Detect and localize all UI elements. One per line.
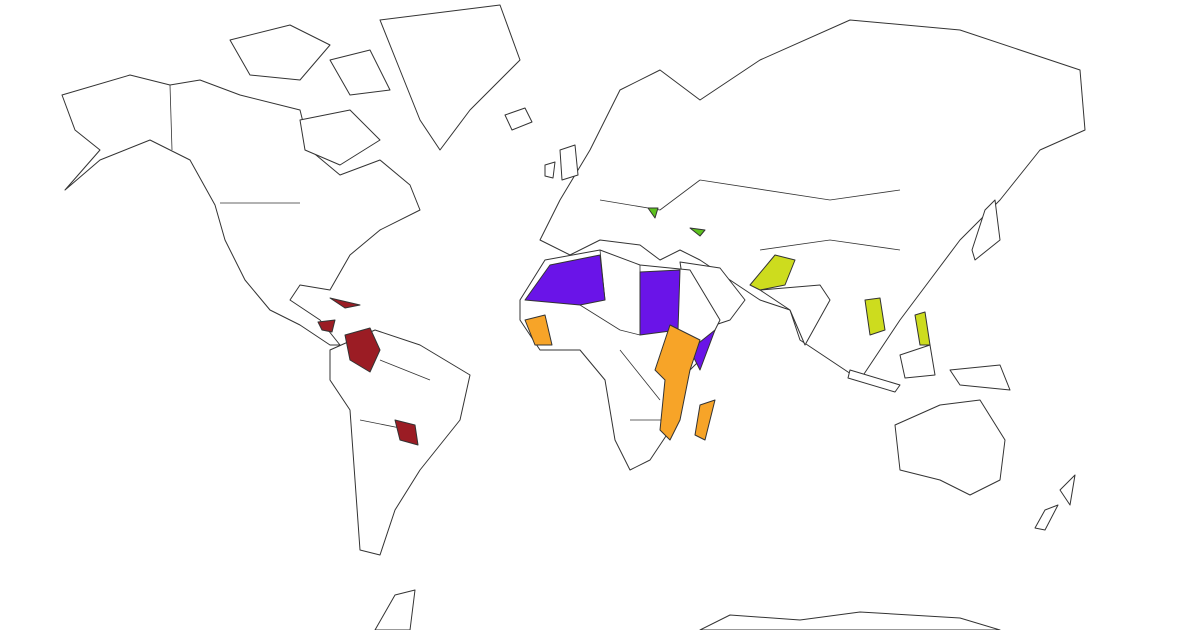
vietnam-cambodia (864, 297, 886, 336)
iceland (504, 107, 533, 131)
armenia (689, 227, 706, 237)
honduras (317, 319, 336, 333)
algeria-morocco (524, 254, 606, 306)
australia (894, 399, 1006, 496)
west-africa (524, 314, 553, 346)
new-zealand (1034, 474, 1076, 531)
japan (971, 199, 1001, 261)
east-africa (654, 324, 701, 441)
north-america (61, 74, 421, 346)
somalia (689, 329, 716, 371)
indonesia (847, 344, 1011, 393)
egypt-sudan (639, 269, 681, 336)
cuba (329, 297, 361, 309)
moldova (647, 207, 659, 219)
highlighted-regions (317, 207, 931, 446)
south-america (329, 329, 471, 556)
land (61, 4, 1086, 630)
philippines (914, 311, 931, 346)
arctic-islands (229, 24, 391, 166)
greenland (379, 4, 521, 151)
british-isles (544, 144, 579, 181)
madagascar (694, 399, 716, 441)
india (759, 284, 831, 346)
pakistan (749, 254, 796, 291)
antarctica (374, 589, 1001, 630)
paraguay (394, 419, 419, 446)
colombia (344, 327, 381, 373)
eurasia (539, 19, 1086, 381)
